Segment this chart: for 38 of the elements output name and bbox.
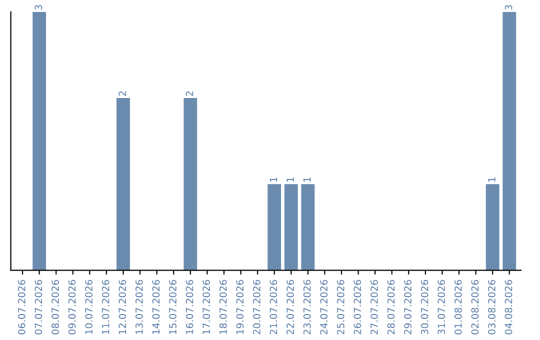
x-tick-label: 06.07.2026	[18, 280, 26, 334]
data-label: 1	[304, 177, 311, 182]
x-tick-label: 19.07.2026	[236, 280, 244, 334]
x-tick-label: 08.07.2026	[52, 280, 59, 334]
x-tick-label: 12.07.2026	[118, 280, 126, 334]
x-tick-label: 09.07.2026	[68, 280, 76, 334]
x-tick-label: 02.08.2026	[471, 280, 479, 334]
x-tick-label: 23.07.2026	[303, 280, 311, 334]
x-tick-label: 03.08.2026	[488, 280, 496, 334]
x-tick-label: 01.08.2026	[454, 280, 462, 334]
data-label: 3	[34, 5, 42, 10]
x-tick-label: 21.07.2026	[270, 280, 278, 334]
data-label: 1	[488, 177, 496, 182]
x-tick-label: 07.07.2026	[34, 280, 42, 334]
x-tick-label: 13.07.2026	[136, 280, 143, 334]
x-tick-label: 16.07.2026	[186, 280, 194, 334]
x-tick-label: 29.07.2026	[404, 280, 412, 334]
data-label: 2	[186, 91, 194, 96]
data-label: 2	[118, 91, 126, 96]
x-tick-label: 11.07.2026	[102, 280, 110, 334]
x-tick-label: 24.07.2026	[320, 280, 328, 334]
data-label: 1	[286, 177, 294, 182]
data-label: 1	[270, 177, 278, 182]
x-tick-label: 31.07.2026	[438, 280, 446, 334]
data-label: 3	[504, 5, 512, 10]
x-tick-label: 14.07.2026	[152, 280, 160, 334]
x-tick-label: 15.07.2026	[169, 280, 176, 334]
x-tick-label: 20.07.2026	[253, 280, 260, 334]
x-tick-label: 10.07.2026	[85, 280, 92, 334]
x-tick-label: 25.07.2026	[336, 280, 344, 334]
x-tick-label: 28.07.2026	[387, 280, 395, 334]
x-tick-label: 27.07.2026	[370, 280, 378, 334]
x-tick-label: 22.07.2026	[286, 280, 294, 334]
x-tick-label: 30.07.2026	[420, 280, 428, 334]
x-tick-label: 17.07.2026	[202, 280, 210, 334]
x-tick-label: 04.08.2026	[504, 280, 512, 334]
x-tick-label: 26.07.2026	[354, 280, 362, 334]
x-tick-label: 18.07.2026	[219, 280, 227, 334]
